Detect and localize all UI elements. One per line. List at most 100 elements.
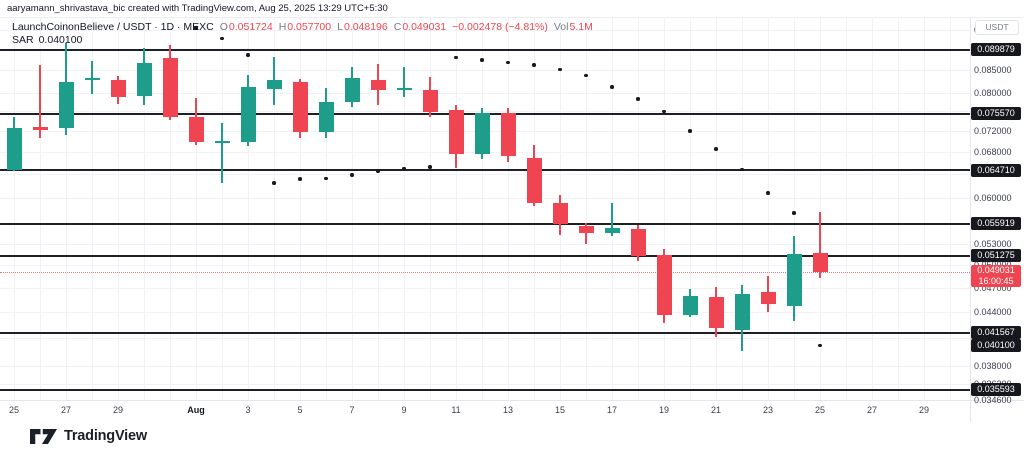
time-axis-label: 15 bbox=[554, 405, 565, 415]
tradingview-logo[interactable]: TradingView bbox=[30, 428, 147, 444]
low-label: L bbox=[337, 21, 343, 33]
price-level-badge: 0.064710 bbox=[971, 163, 1021, 177]
candle-body bbox=[293, 81, 308, 132]
candle-body bbox=[553, 203, 568, 224]
gridline-horizontal bbox=[0, 92, 970, 94]
volume-label: Vol bbox=[553, 21, 569, 33]
gridline-horizontal bbox=[0, 111, 970, 113]
gridline-vertical bbox=[508, 18, 509, 400]
price-level-line[interactable] bbox=[0, 48, 970, 51]
gridline-horizontal bbox=[0, 337, 970, 339]
gridline-horizontal bbox=[0, 70, 970, 72]
price-axis-border bbox=[970, 18, 971, 422]
gridline-vertical bbox=[248, 18, 249, 400]
last-price-line bbox=[0, 272, 970, 274]
candle-body bbox=[683, 295, 698, 316]
low-value: 0.048196 bbox=[343, 21, 388, 33]
price-level-line[interactable] bbox=[0, 169, 970, 172]
price-level-badge: 0.055919 bbox=[971, 217, 1021, 231]
gridline-vertical bbox=[924, 18, 925, 400]
gridline-vertical bbox=[950, 18, 951, 400]
time-axis-label: 29 bbox=[918, 405, 929, 415]
symbol-title[interactable]: LaunchCoinonBelieve / USDT · 1D · MEXC bbox=[12, 21, 214, 33]
sar-dot bbox=[662, 109, 666, 114]
sar-value-badge: 0.040100 bbox=[971, 339, 1021, 353]
gridline-vertical bbox=[300, 18, 301, 400]
open-value: 0.051724 bbox=[228, 21, 273, 33]
gridline-vertical bbox=[716, 18, 717, 400]
time-axis-label: 29 bbox=[112, 405, 123, 415]
time-axis-label: 25 bbox=[8, 405, 19, 415]
time-axis-border bbox=[0, 400, 1024, 401]
sar-dot bbox=[792, 211, 796, 215]
sar-dot bbox=[610, 85, 614, 89]
sar-dot bbox=[636, 97, 640, 101]
price-axis-label: 0.050000 bbox=[974, 260, 1022, 270]
price-axis-label: 0.047000 bbox=[974, 282, 1012, 293]
time-axis-label: 9 bbox=[401, 405, 407, 415]
price-level-line[interactable] bbox=[0, 222, 970, 225]
sar-dot bbox=[428, 165, 432, 169]
sar-dot bbox=[272, 181, 276, 185]
candle-body bbox=[709, 297, 724, 329]
gridline-vertical bbox=[586, 18, 587, 400]
currency-unit-button[interactable]: USDT bbox=[975, 20, 1019, 35]
indicator-name[interactable]: SAR bbox=[12, 34, 34, 46]
candle-body bbox=[111, 80, 126, 97]
sar-dot bbox=[558, 67, 562, 72]
last-price-badge: 0.049031 16:00:45 bbox=[971, 265, 1021, 288]
candle-body bbox=[735, 294, 750, 330]
open-label: O bbox=[219, 21, 228, 33]
attribution-bar: aaryamann_shrivastava_bic created with T… bbox=[0, 0, 1024, 18]
time-axis-label: 5 bbox=[297, 405, 303, 415]
sar-dot bbox=[246, 53, 250, 57]
time-axis-label: 19 bbox=[658, 405, 669, 415]
gridline-vertical bbox=[326, 18, 327, 400]
sar-dot bbox=[376, 169, 380, 173]
gridline-vertical bbox=[14, 18, 15, 400]
gridline-vertical bbox=[872, 18, 873, 400]
high-value: 0.057700 bbox=[287, 21, 332, 33]
gridline-vertical bbox=[118, 18, 119, 400]
gridline-vertical bbox=[482, 18, 483, 400]
gridline-vertical bbox=[794, 18, 795, 400]
gridline-horizontal bbox=[0, 383, 970, 385]
sar-dot bbox=[714, 147, 718, 151]
sar-dot bbox=[818, 343, 822, 348]
indicator-legend-row: SAR 0.040100 bbox=[12, 34, 82, 46]
gridline-horizontal bbox=[0, 198, 970, 200]
last-price-value: 0.049031 bbox=[977, 265, 1015, 276]
gridline-vertical bbox=[768, 18, 769, 400]
time-axis-label: 27 bbox=[60, 405, 71, 415]
gridline-vertical bbox=[690, 18, 691, 400]
candle-body bbox=[813, 252, 828, 273]
time-axis-label: Aug bbox=[187, 405, 205, 415]
candle-body bbox=[241, 86, 256, 143]
price-axis-label: 0.080000 bbox=[974, 87, 1012, 98]
time-axis-label: 3 bbox=[245, 405, 251, 415]
candle-body bbox=[85, 77, 100, 80]
tradingview-logo-icon bbox=[30, 428, 57, 444]
sar-dot bbox=[688, 129, 692, 133]
indicator-value: 0.040100 bbox=[38, 34, 83, 46]
candle-body bbox=[527, 157, 542, 203]
gridline-vertical bbox=[40, 18, 41, 400]
gridline-vertical bbox=[846, 18, 847, 400]
gridline-vertical bbox=[66, 18, 67, 400]
sar-dot bbox=[532, 63, 536, 67]
candle-body bbox=[163, 58, 178, 117]
candle-body bbox=[7, 128, 22, 171]
gridline-vertical bbox=[820, 18, 821, 400]
candle-body bbox=[345, 78, 360, 102]
candle-body bbox=[33, 127, 48, 131]
gridline-horizontal bbox=[0, 311, 970, 313]
price-level-line[interactable] bbox=[0, 254, 970, 257]
candle-wick bbox=[611, 203, 613, 236]
candle-body bbox=[657, 254, 672, 316]
candle-body bbox=[761, 292, 776, 305]
candle-body bbox=[189, 116, 204, 143]
price-level-line[interactable] bbox=[0, 388, 970, 391]
price-axis-label: 0.034600 bbox=[974, 395, 1012, 405]
price-level-line[interactable] bbox=[0, 331, 970, 334]
